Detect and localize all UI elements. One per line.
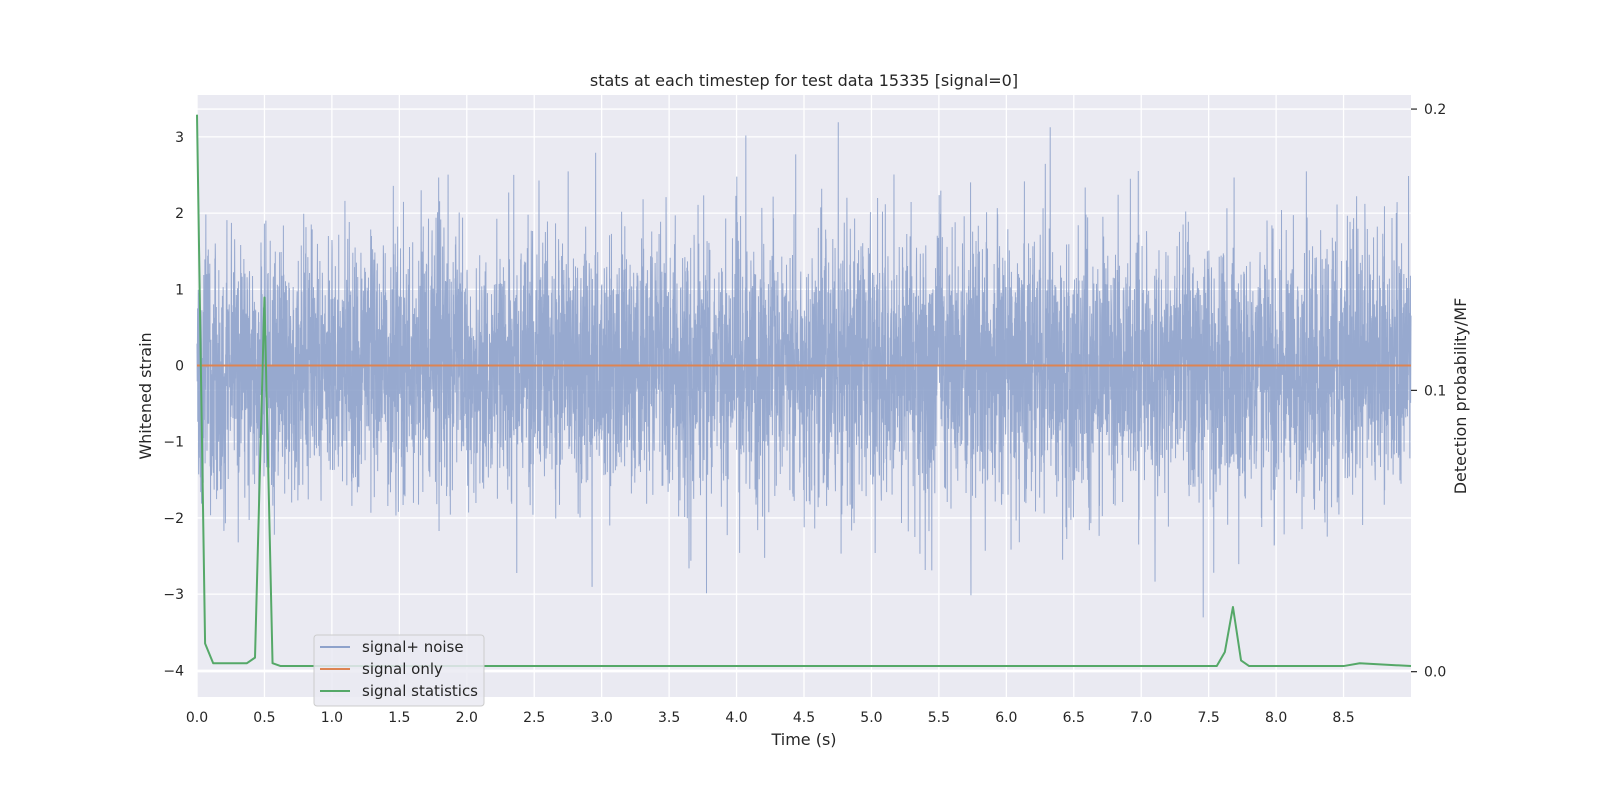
x-tick-label: 1.5 [388,710,410,726]
x-tick-label: 7.0 [1130,710,1152,726]
y-tick-label: −1 [163,435,184,451]
x-tick-label: 3.0 [591,710,613,726]
x-tick-label: 8.0 [1265,710,1287,726]
x-tick-label: 4.0 [725,710,747,726]
series-signal-statistics-line [196,114,1412,668]
y2-axis-label: Detection probability/MF [1451,298,1470,495]
x-tick-label: 3.5 [658,710,680,726]
legend-box [313,634,485,707]
legend-label-signal-statistics: signal statistics [362,682,478,700]
x-tick-label: 0.0 [186,710,208,726]
x-tick-label: 5.5 [928,710,950,726]
x-tick-label: 0.5 [253,710,275,726]
signal-noise-series [196,122,1412,618]
x-axis-label: Time (s) [770,730,836,749]
y-tick-label: 3 [175,130,184,146]
y-tick-label: 1 [175,282,184,298]
series-layer [196,114,1412,668]
x-tick-label: 8.5 [1332,710,1354,726]
y-tick-label: −3 [163,587,184,603]
legend: signal+ noise signal only signal statist… [313,634,485,707]
chart-title: stats at each timestep for test data 153… [590,71,1018,90]
x-tick-label: 2.0 [456,710,478,726]
y-tick-label: −4 [163,663,184,679]
y-axis-label: Whitened strain [136,332,155,459]
legend-label-signal-only: signal only [362,660,443,678]
axes: 0.0 0.5 1.0 1.5 2.0 2.5 3.0 3.5 4.0 4.5 5.0 5.5 6.0 6… [163,102,1446,726]
y2-tick-label: 0.0 [1424,665,1446,681]
y2-tick-label: 0.2 [1424,102,1446,118]
x-tick-label: 5.0 [860,710,882,726]
x-tick-label: 2.5 [523,710,545,726]
x-tick-label: 4.5 [793,710,815,726]
x-tick-label: 7.5 [1198,710,1220,726]
y-tick-label: −2 [163,511,184,527]
legend-label-signal-noise: signal+ noise [362,638,464,656]
y2-tick-label: 0.1 [1424,383,1446,399]
y-tick-label: 0 [175,359,184,375]
y-tick-label: 2 [175,206,184,222]
series-signal-noise-line [196,122,1412,618]
x-tick-label: 1.0 [321,710,343,726]
x-tick-label: 6.0 [995,710,1017,726]
x-tick-label: 6.5 [1063,710,1085,726]
